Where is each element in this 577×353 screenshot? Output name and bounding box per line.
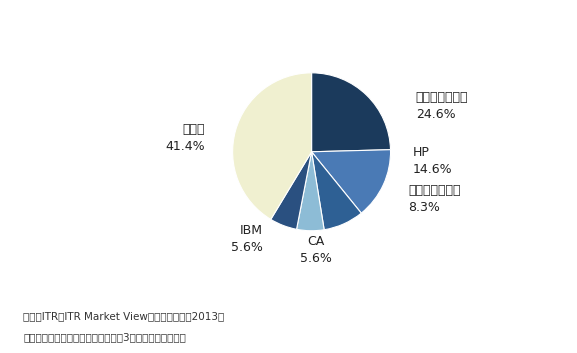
Wedge shape bbox=[312, 73, 391, 152]
Text: その他
41.4%: その他 41.4% bbox=[166, 122, 205, 152]
Wedge shape bbox=[312, 150, 391, 213]
Text: マイクロソフト
24.6%: マイクロソフト 24.6% bbox=[416, 91, 469, 121]
Wedge shape bbox=[271, 152, 312, 229]
Text: CA
5.6%: CA 5.6% bbox=[299, 235, 331, 265]
Wedge shape bbox=[233, 73, 312, 220]
Text: 野村総合研究所
8.3%: 野村総合研究所 8.3% bbox=[408, 184, 460, 214]
Text: 出典：ITR「ITR Market View：運用管理市場2013」: 出典：ITR「ITR Market View：運用管理市場2013」 bbox=[23, 311, 224, 321]
Text: IBM
5.6%: IBM 5.6% bbox=[231, 224, 263, 254]
Text: HP
14.6%: HP 14.6% bbox=[413, 146, 452, 176]
Wedge shape bbox=[297, 152, 324, 231]
Text: ＊ベンダーの売上金額を対象とし、3月期ベースで換算。: ＊ベンダーの売上金額を対象とし、3月期ベースで換算。 bbox=[23, 333, 186, 342]
Wedge shape bbox=[312, 152, 361, 230]
